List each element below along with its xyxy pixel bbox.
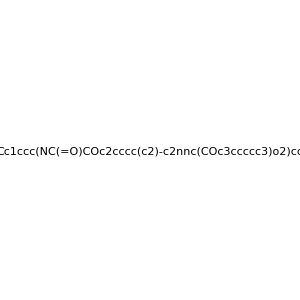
- Text: Cc1ccc(NC(=O)COc2cccc(c2)-c2nnc(COc3ccccc3)o2)cc1: Cc1ccc(NC(=O)COc2cccc(c2)-c2nnc(COc3cccc…: [0, 146, 300, 157]
